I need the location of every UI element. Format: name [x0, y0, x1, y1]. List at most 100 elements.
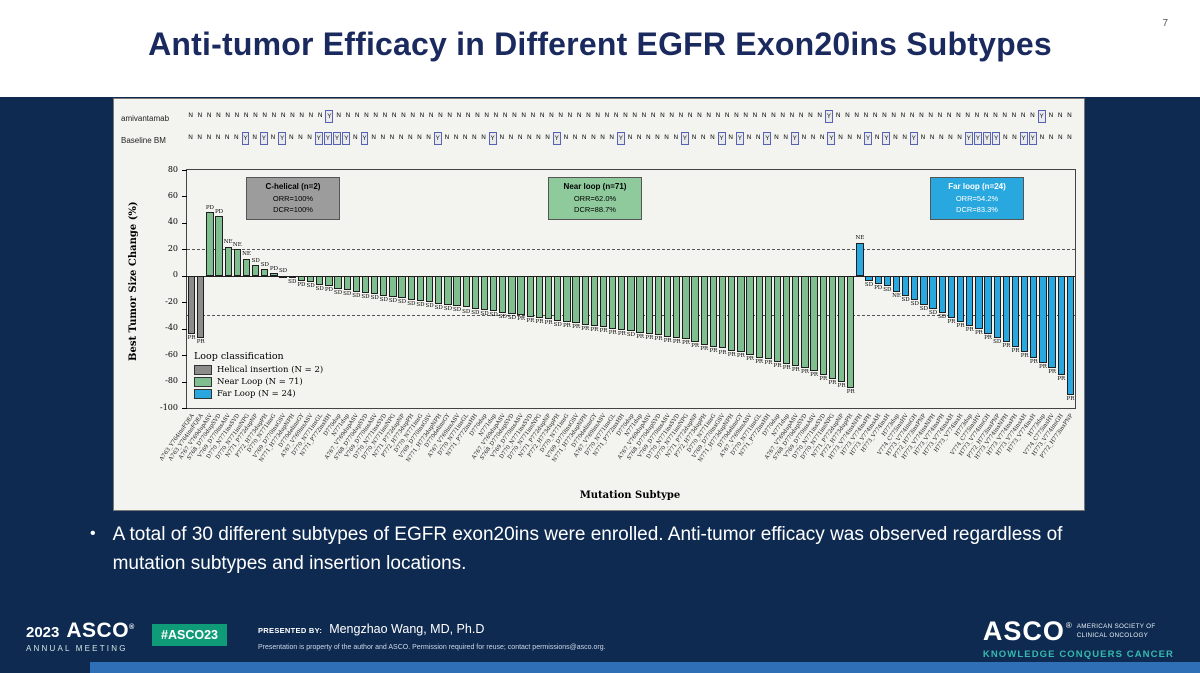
status-letter: N	[391, 111, 397, 119]
status-letter: N	[188, 133, 193, 141]
status-letter: Y	[259, 132, 268, 145]
status-letter: Y	[314, 132, 323, 145]
status-letter: N	[678, 111, 684, 119]
status-letter: N	[627, 133, 633, 141]
bar	[1048, 275, 1056, 369]
y-tick-label: -60	[165, 349, 178, 359]
bar	[590, 275, 599, 326]
status-letter: Y	[964, 132, 973, 145]
status-letter: N	[700, 133, 706, 141]
status-letter: Y	[360, 132, 369, 145]
y-tick-label: 60	[167, 190, 178, 200]
bar-response-label: PR	[746, 356, 754, 363]
bar	[920, 275, 928, 305]
bar-response-label: SD	[416, 301, 425, 308]
bar-response-label: NE	[242, 251, 251, 258]
status-letter: N	[755, 133, 761, 141]
status-letter: Y	[864, 132, 873, 145]
status-letter: N	[1048, 111, 1054, 119]
legend-item: Near Loop (N = 71)	[194, 377, 323, 387]
bar	[966, 275, 974, 326]
bar-response-label: SD	[398, 299, 407, 306]
status-letter: N	[780, 111, 786, 119]
bar	[389, 275, 397, 297]
status-letter: Y	[882, 132, 891, 145]
status-letter: N	[974, 111, 980, 119]
status-letter: N	[659, 111, 665, 119]
slide-header: Anti-tumor Efficacy in Different EGFR Ex…	[0, 0, 1200, 97]
bar	[251, 265, 260, 276]
bar-response-label: SD	[443, 305, 452, 312]
bar-response-label: SD	[315, 286, 324, 293]
status-letter: N	[893, 133, 898, 141]
status-letter: N	[1002, 133, 1008, 141]
bar-response-label: PR	[773, 362, 782, 369]
status-letter: N	[856, 133, 862, 141]
bar-response-label: SD	[260, 261, 269, 268]
bar	[270, 273, 278, 276]
bar-response-label: PR	[645, 334, 654, 341]
status-letter: N	[938, 133, 944, 141]
status-letter: Y	[983, 132, 992, 145]
status-letter: N	[992, 111, 998, 119]
status-letter: N	[289, 111, 295, 119]
bar-response-label: SD	[288, 279, 297, 286]
bar	[563, 275, 571, 323]
status-letter: N	[462, 133, 468, 141]
bar	[911, 275, 919, 300]
hashtag-badge: #ASCO23	[152, 624, 227, 646]
status-letter: N	[789, 111, 795, 119]
status-letter: N	[297, 133, 303, 141]
status-letter: Y	[325, 110, 334, 123]
status-letter: Y	[992, 132, 1001, 145]
status-letter: N	[530, 111, 536, 119]
bar	[380, 275, 388, 296]
status-letter: Y	[342, 132, 351, 145]
status-letter: N	[317, 111, 323, 119]
status-letter: N	[576, 111, 582, 119]
bar	[773, 275, 782, 362]
status-letter: N	[835, 111, 841, 119]
status-letter: N	[545, 133, 551, 141]
status-letter: Y	[433, 132, 442, 145]
status-letter: N	[965, 111, 971, 119]
status-letter: N	[872, 111, 878, 119]
bar-response-label: SD	[370, 295, 379, 302]
bar	[206, 212, 214, 276]
bar-response-label: PR	[590, 327, 599, 334]
bar-response-label: PR	[1029, 358, 1038, 365]
status-letter: N	[761, 111, 767, 119]
bar	[700, 275, 708, 345]
status-letter: N	[288, 133, 294, 141]
status-letter: N	[382, 111, 388, 119]
bar	[343, 275, 351, 291]
status-letter: N	[572, 133, 578, 141]
bar	[1039, 275, 1047, 364]
bar-response-label: PR	[672, 338, 681, 345]
slide-title: Anti-tumor Efficacy in Different EGFR Ex…	[148, 26, 1052, 62]
status-letter: N	[715, 111, 721, 119]
status-letter: N	[447, 111, 453, 119]
status-letter: N	[902, 133, 908, 141]
bar-response-label: SD	[352, 292, 361, 299]
bar-response-label: PR	[517, 316, 526, 323]
presenter-row: PRESENTED BY: Mengzhao Wang, MD, Ph.D	[258, 622, 606, 636]
status-letter: N	[502, 111, 508, 119]
bar	[609, 275, 617, 329]
status-letter: N	[271, 111, 277, 119]
y-tick-label: -40	[165, 323, 178, 333]
status-letter: N	[437, 111, 443, 119]
annotation-title: Far loop (n=24)	[948, 182, 1006, 191]
status-letter: N	[891, 111, 897, 119]
status-letter: Y	[1028, 132, 1037, 145]
bar	[865, 275, 873, 282]
status-letter: N	[474, 111, 480, 119]
group-annotation-box: Far loop (n=24) ORR=54.2% DCR=83.3%	[930, 177, 1024, 220]
status-letter: N	[225, 111, 231, 119]
bar-response-label: PD	[214, 208, 224, 215]
annotation-dcr: DCR=83.3%	[956, 205, 998, 215]
status-letter: N	[783, 133, 789, 141]
bar-response-label: PR	[608, 329, 617, 336]
bar-response-label: PR	[846, 389, 855, 396]
bar	[187, 275, 196, 334]
